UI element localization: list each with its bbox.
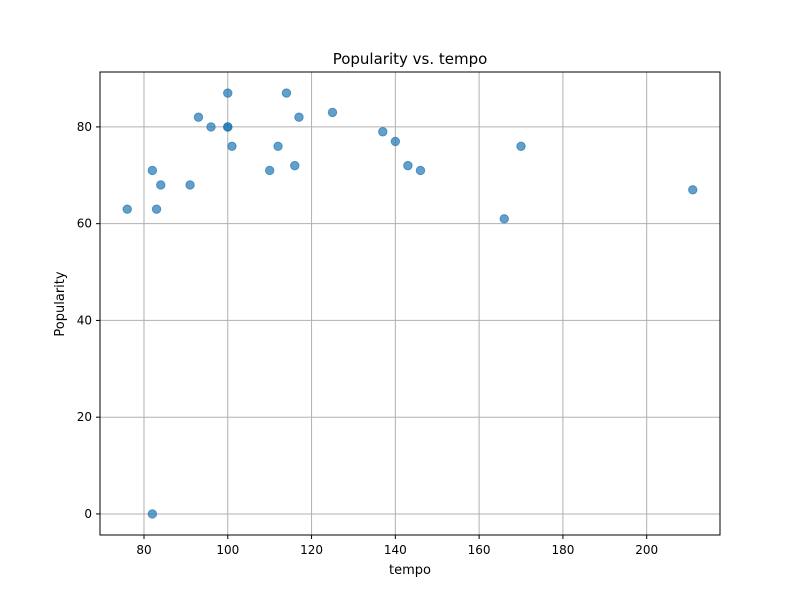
scatter-point [122,204,132,214]
scatter-point [206,122,216,132]
scatter-point [403,160,413,171]
scatter-point [290,160,300,171]
scatter-point [327,107,338,118]
x-tick-label: 100 [216,543,239,557]
y-axis-label: Popularity [53,271,68,336]
x-tick-label: 200 [635,543,658,557]
y-tick-label: 0 [84,507,92,521]
scatter-point [294,112,304,122]
scatter-point [151,204,162,214]
scatter-point [516,141,526,151]
x-tick-label: 80 [136,543,151,557]
x-tick-label: 180 [551,543,574,557]
plot-area-frame [99,71,721,536]
scatter-point [223,122,233,132]
scatter-point [223,88,233,98]
y-tick-label: 80 [77,120,92,134]
x-axis-label: tempo [389,563,431,578]
scatter-point [415,165,426,176]
scatter-point [273,141,283,151]
data-points [122,88,698,519]
scatter-point [185,180,195,190]
scatter-point [281,88,292,98]
scatter-point [378,127,388,137]
y-tick-label: 60 [77,217,92,231]
scatter-point [390,136,401,147]
scatter-point [147,509,158,519]
grid-lines [100,72,720,535]
y-tick-label: 20 [77,410,92,424]
axis-tick-labels: 80 100 120 140 160 180 200 0 20 40 60 80 [77,120,658,557]
scatter-point [499,214,509,224]
x-tick-label: 160 [468,543,491,557]
scatter-point [227,141,237,151]
chart-title: Popularity vs. tempo [333,50,488,68]
axis-ticks [96,126,648,539]
scatter-point [264,165,275,176]
scatter-point [147,165,158,176]
x-tick-label: 120 [300,543,323,557]
x-tick-label: 140 [384,543,407,557]
scatter-point [156,180,166,190]
scatter-point [193,112,204,122]
scatter-point [688,185,698,195]
y-tick-label: 40 [77,313,92,327]
